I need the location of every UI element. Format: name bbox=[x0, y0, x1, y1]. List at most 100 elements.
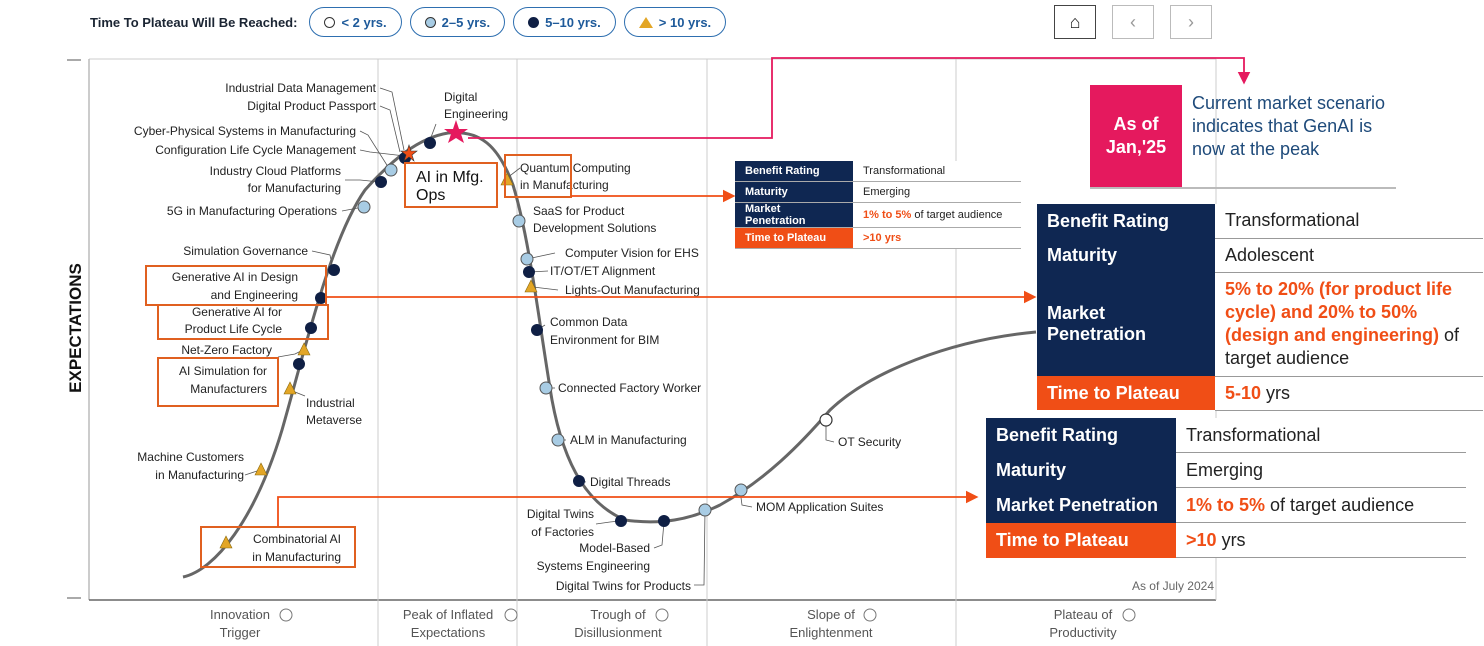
plateau-value: >10 yrs bbox=[863, 232, 902, 244]
home-icon: ⌂ bbox=[1069, 11, 1081, 32]
tech-label: Digital Product Passport bbox=[247, 99, 376, 113]
tech-label: MOM Application Suites bbox=[756, 500, 883, 514]
table-value: 1% to 5% of target audience bbox=[1176, 487, 1466, 523]
tech-label: AI Simulation for bbox=[179, 364, 267, 378]
tech-label: for Manufacturing bbox=[248, 181, 341, 195]
tech-label: Connected Factory Worker bbox=[558, 381, 701, 395]
table-key: Maturity bbox=[986, 452, 1176, 488]
tech-label: Generative AI for bbox=[192, 305, 282, 319]
as-of-line: As of bbox=[1113, 113, 1159, 134]
tech-label: Digital Twins for Products bbox=[556, 579, 691, 593]
table-key: Market Penetration bbox=[1037, 272, 1215, 376]
leader-line bbox=[379, 105, 401, 153]
phase-label: Trigger bbox=[220, 625, 261, 640]
table-value: 5-10 yrs bbox=[1215, 376, 1483, 411]
marker-common-data-env bbox=[531, 324, 543, 336]
marker-machine-customers bbox=[254, 462, 268, 476]
leader-line bbox=[345, 179, 381, 183]
marker-ot-security bbox=[819, 413, 833, 427]
marker-digital-threads bbox=[573, 475, 585, 487]
table-value: >10 yrs bbox=[1176, 522, 1466, 558]
tech-label: Generative AI in Design bbox=[172, 270, 298, 284]
marker-computer-vision bbox=[520, 252, 534, 266]
legend-label: 5–10 yrs. bbox=[545, 14, 601, 30]
tech-label: Combinatorial AI bbox=[253, 532, 341, 546]
marker-combinatorial-ai bbox=[219, 535, 233, 549]
marker-digital-twins-factories bbox=[615, 515, 627, 527]
triangle-icon bbox=[638, 16, 653, 28]
market-highlight: 1% to 5% bbox=[1186, 494, 1266, 515]
tech-label: Digital bbox=[444, 90, 477, 104]
table-value: Adolescent bbox=[1215, 238, 1483, 273]
phase-label: Expectations bbox=[411, 625, 486, 640]
tech-label: Industrial Data Management bbox=[225, 81, 376, 95]
legend-pill-5-10[interactable]: 5–10 yrs. bbox=[513, 7, 616, 37]
tech-label: Industrial bbox=[306, 396, 355, 410]
tech-label: Digital Twins bbox=[527, 507, 594, 521]
market-highlight: 5% to 20% (for product life cycle) and 2… bbox=[1225, 279, 1453, 345]
leader-line bbox=[359, 130, 391, 171]
phase-label: Enlightenment bbox=[789, 625, 872, 640]
plateau-highlight: 5-10 bbox=[1225, 382, 1262, 403]
key-line: Penetration bbox=[1047, 324, 1147, 344]
light-circle-icon bbox=[424, 16, 436, 28]
table-value: 5% to 20% (for product life cycle) and 2… bbox=[1215, 272, 1483, 377]
marker-industry-cloud bbox=[375, 176, 387, 188]
marker-it-ot-et bbox=[523, 266, 535, 278]
marker-saas bbox=[512, 214, 526, 228]
ai-in-mfg-ops-box: AI in Mfg. Ops bbox=[404, 162, 498, 208]
legend-pill-under-2[interactable]: < 2 yrs. bbox=[309, 7, 402, 37]
tech-label: Model-Based bbox=[579, 541, 650, 555]
info-icon bbox=[863, 608, 877, 622]
phase-label: Productivity bbox=[1049, 625, 1117, 640]
marker-genai-design bbox=[315, 292, 327, 304]
phase-label: Plateau of bbox=[1054, 607, 1113, 622]
table-key: Time to Plateau bbox=[1037, 376, 1215, 410]
light-markers bbox=[357, 163, 748, 517]
dark-circle-icon bbox=[528, 16, 540, 28]
info-icon bbox=[655, 608, 669, 622]
legend-pill-2-5[interactable]: 2–5 yrs. bbox=[409, 7, 506, 37]
tech-label: Metaverse bbox=[306, 413, 362, 427]
tech-label: Industry Cloud Platforms bbox=[210, 164, 341, 178]
legend-pill-over-10[interactable]: > 10 yrs. bbox=[623, 7, 727, 37]
genai-peak-star-icon bbox=[444, 120, 468, 143]
home-button[interactable]: ⌂ bbox=[1054, 5, 1096, 39]
forward-button[interactable]: › bbox=[1170, 5, 1212, 39]
market-rest: of target audience bbox=[1225, 325, 1460, 368]
marker-lights-out bbox=[524, 279, 538, 293]
leader-line bbox=[379, 87, 405, 151]
tech-label: Computer Vision for EHS bbox=[565, 246, 699, 260]
plateau-rest: yrs bbox=[1266, 382, 1291, 403]
table-key: Market Penetration bbox=[986, 487, 1176, 523]
as-of-jan-box: As of Jan,'25 bbox=[1090, 85, 1182, 187]
market-highlight: 1% to 5% bbox=[863, 209, 912, 221]
marker-digital-product-passport bbox=[400, 144, 418, 162]
table-key: Maturity bbox=[1037, 238, 1215, 272]
highlight-box-genai-plc bbox=[157, 304, 329, 340]
info-icon bbox=[504, 608, 518, 622]
marker-connected-worker bbox=[539, 381, 553, 395]
table-key: Maturity bbox=[735, 181, 853, 203]
marker-digital-engineering bbox=[424, 137, 436, 149]
phase-label: Innovation bbox=[210, 607, 270, 622]
white-circle-icon bbox=[324, 16, 336, 28]
ai-box-line: AI in Mfg. bbox=[416, 169, 484, 186]
table-value: Transformational bbox=[1215, 204, 1483, 239]
table-key: Benefit Rating bbox=[1037, 204, 1215, 238]
tech-label: Development Solutions bbox=[533, 221, 656, 235]
legend-title: Time To Plateau Will Be Reached: bbox=[90, 14, 298, 30]
tech-label: Manufacturers bbox=[190, 382, 267, 396]
chevron-right-icon: › bbox=[1188, 11, 1194, 32]
back-button[interactable]: ‹ bbox=[1112, 5, 1154, 39]
small-rating-table: Benefit Rating Transformational Maturity E… bbox=[735, 161, 1021, 249]
market-rest: of target audience bbox=[1270, 494, 1415, 515]
chevron-left-icon: ‹ bbox=[1130, 11, 1136, 32]
legend-label: < 2 yrs. bbox=[341, 14, 387, 30]
tech-label: Engineering bbox=[444, 107, 508, 121]
tech-label: in Manufacturing bbox=[252, 550, 341, 564]
leader-line bbox=[825, 420, 835, 443]
highlight-box-quantum bbox=[504, 154, 572, 198]
table-value: 1% to 5% of target audience bbox=[853, 202, 1021, 228]
